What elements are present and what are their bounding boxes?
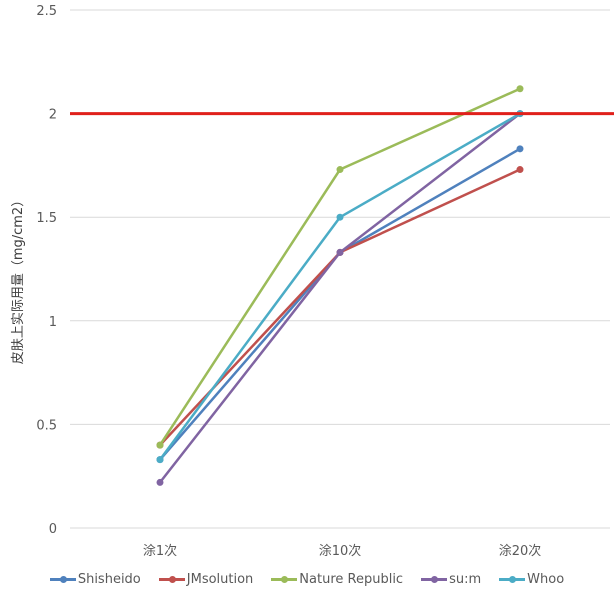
line-chart: 0 0.5 1 1.5 2 2.5 涂1次 涂10次 涂20次 皮肤上实际用量（mg/cm2） — [11, 4, 614, 559]
legend-item: JMsolution — [158, 572, 254, 587]
data-point — [156, 456, 164, 464]
legend-label: Whoo — [527, 572, 565, 587]
x-tick-label: 涂10次 — [319, 543, 362, 559]
series-line-jmsolution — [159, 168, 521, 446]
data-point — [156, 478, 164, 486]
legend-marker-icon — [49, 576, 76, 583]
y-axis-label: 皮肤上实际用量（mg/cm2） — [11, 194, 26, 364]
series-line-nature-republic — [158, 87, 521, 446]
data-point — [336, 213, 344, 221]
y-tick-label: 0 — [49, 522, 57, 537]
data-point — [516, 166, 524, 174]
y-tick-label: 2 — [49, 108, 57, 123]
legend-label: Nature Republic — [299, 572, 404, 587]
legend-item: Nature Republic — [271, 572, 403, 587]
y-tick-label: 1 — [49, 315, 57, 330]
legend-label: su:m — [449, 572, 482, 587]
legend-item: Shisheido — [49, 572, 141, 587]
y-tick-label: 1.5 — [36, 211, 57, 226]
data-point — [516, 85, 524, 93]
data-point — [336, 166, 344, 174]
legend-marker-icon — [499, 576, 526, 583]
legend-marker-icon — [421, 576, 448, 583]
y-tick-label: 0.5 — [36, 418, 57, 433]
legend-item: su:m — [421, 572, 481, 587]
legend-item: Whoo — [499, 572, 564, 587]
legend-marker-icon — [158, 576, 185, 583]
x-tick-label: 涂1次 — [143, 543, 177, 559]
legend: Shisheido JMsolution Nature Republic su:m Wh… — [0, 572, 614, 587]
x-tick-label: 涂20次 — [499, 543, 542, 559]
legend-marker-icon — [271, 576, 298, 583]
series-line-whoo — [158, 112, 521, 461]
legend-label: JMsolution — [186, 572, 254, 587]
y-tick-label: 2.5 — [36, 4, 57, 19]
data-point — [516, 145, 524, 153]
legend-label: Shisheido — [77, 572, 141, 587]
data-point — [336, 248, 344, 256]
data-point — [156, 441, 164, 449]
